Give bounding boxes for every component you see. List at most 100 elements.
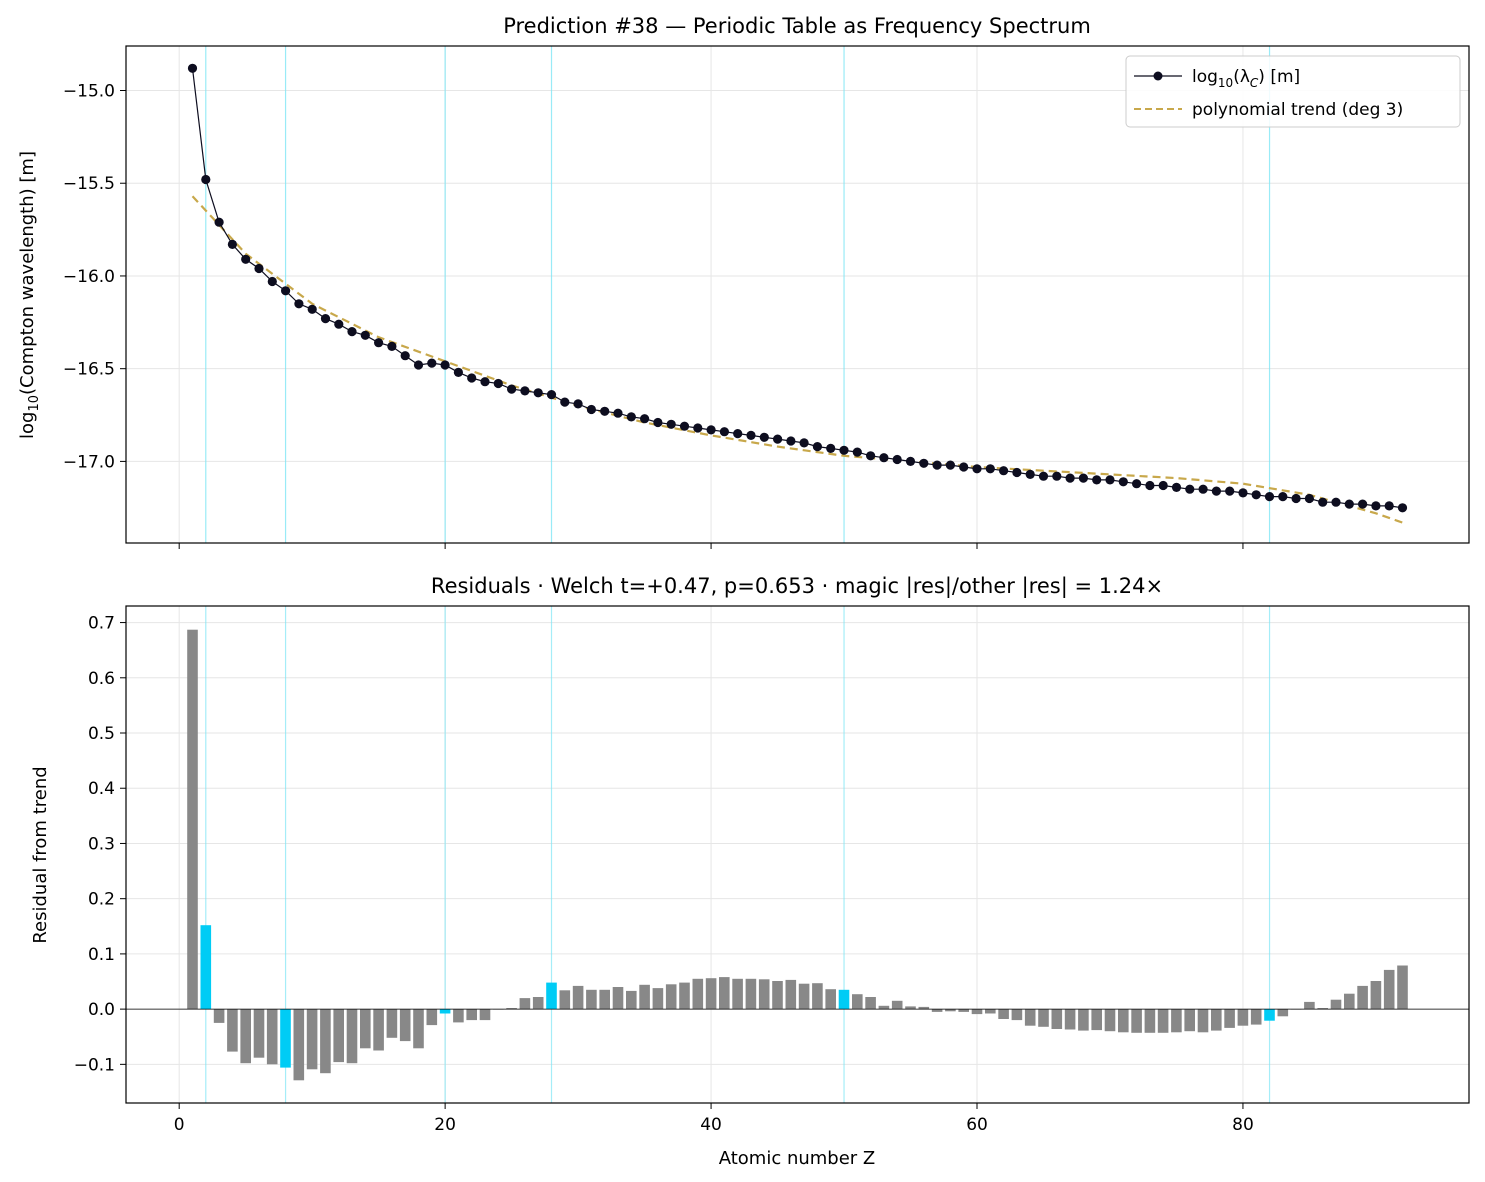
series-point (866, 451, 876, 461)
series-point (1078, 473, 1088, 483)
residual-bar (293, 1009, 305, 1081)
top-title: Prediction #38 — Periodic Table as Frequ… (503, 14, 1091, 38)
series-point (719, 427, 730, 437)
bottom-y-tick-label: 0.3 (88, 834, 115, 854)
residual-bar (386, 1009, 398, 1038)
residual-bar (1131, 1009, 1142, 1033)
series-point (453, 367, 463, 377)
bottom-y-axis-label: Residual from trend (30, 766, 51, 943)
series-point (360, 330, 370, 340)
series-point (1291, 493, 1301, 504)
residual-bar (1091, 1009, 1102, 1031)
series-point (546, 390, 557, 400)
series-point (706, 425, 716, 435)
residual-bar (639, 984, 650, 1010)
series-point (241, 254, 251, 264)
series-point (1185, 484, 1195, 494)
series-point (1384, 501, 1394, 511)
series-point (294, 299, 304, 309)
series-point (1012, 467, 1022, 478)
bottom-x-ticks: 0 20 40 60 80 (174, 1103, 1254, 1135)
series-point (307, 304, 317, 314)
bottom-y-tick-label: 0.7 (88, 614, 115, 634)
bottom-y-ticks: 0.7 0.6 0.5 0.4 0.3 0.2 0.1 0.0 −0.1 (74, 614, 126, 1075)
residual-bar (213, 1009, 225, 1023)
series-point (320, 314, 331, 324)
bottom-x-tick-label: 0 (174, 1115, 185, 1135)
residual-bar (758, 979, 770, 1010)
residual-bar (320, 1009, 331, 1074)
series-point (560, 397, 570, 407)
series-point (427, 358, 437, 368)
series-point (892, 454, 902, 465)
x-axis-label: Atomic number Z (719, 1148, 876, 1169)
series-point (1038, 471, 1049, 481)
residual-bar (998, 1009, 1009, 1019)
magic-residual-bar (1264, 1009, 1275, 1021)
series-point (214, 217, 224, 227)
series-point (799, 438, 809, 448)
top-y-tick-label: −16.5 (63, 360, 115, 380)
series-point (400, 351, 410, 361)
series-point (773, 434, 783, 444)
residual-bar (346, 1009, 358, 1064)
residual-bar (1051, 1009, 1063, 1029)
legend-box (1125, 55, 1461, 128)
residual-bar (692, 978, 704, 1010)
series-point (1304, 493, 1314, 504)
series-point (413, 360, 424, 370)
residual-bar (705, 978, 717, 1010)
residual-bar (240, 1009, 251, 1064)
bottom-title: Residuals · Welch t=+0.47, p=0.653 · mag… (431, 574, 1163, 599)
residual-bar (1118, 1009, 1129, 1033)
bottom-bars (187, 629, 1408, 1081)
series-point (1278, 492, 1288, 502)
residual-bar (798, 983, 810, 1010)
bottom-y-tick-label: 0.2 (88, 890, 115, 910)
series-point (467, 373, 477, 383)
residual-bar (945, 1009, 956, 1012)
series-point (879, 453, 889, 463)
series-point (653, 417, 663, 428)
top-y-tick-label: −17.0 (63, 452, 115, 472)
series-point (1211, 486, 1221, 496)
series-point (387, 341, 397, 351)
series-point (493, 378, 503, 389)
bottom-y-tick-label: 0.5 (88, 724, 115, 744)
series-point (267, 276, 277, 287)
residual-bar (266, 1009, 278, 1065)
residual-bar (1330, 999, 1342, 1010)
residual-bar (905, 1006, 916, 1010)
series-point (1052, 471, 1062, 481)
residual-bar (665, 984, 677, 1010)
series-point (1358, 499, 1368, 509)
residual-bar (519, 998, 531, 1010)
legend-series-label: log10(λC) [m] (1192, 67, 1300, 90)
magic-residual-bar (546, 982, 557, 1010)
bottom-y-tick-label: −0.1 (74, 1055, 115, 1075)
residual-bar (1317, 1008, 1328, 1010)
series-point (227, 239, 237, 249)
bottom-x-tick-label: 20 (434, 1115, 456, 1135)
residual-bar (572, 985, 584, 1010)
residual-bar (1370, 981, 1382, 1010)
series-point (839, 445, 849, 455)
residual-bar (612, 987, 624, 1010)
series-point (254, 263, 264, 274)
residual-bar (1104, 1009, 1116, 1032)
residual-bar (679, 982, 690, 1010)
series-point (733, 429, 743, 439)
residual-bar (1383, 969, 1395, 1010)
series-point (507, 384, 517, 394)
series-point (1025, 469, 1035, 479)
bottom-axes-frame (125, 605, 1470, 1104)
series-point (905, 456, 916, 466)
series-point (812, 442, 823, 452)
residual-bar (745, 978, 757, 1010)
top-y-tick-label: −15.5 (63, 174, 115, 194)
residual-bar (559, 990, 571, 1010)
residual-bar (1024, 1009, 1036, 1026)
bottom-x-tick-label: 40 (700, 1115, 722, 1135)
residual-bar (1038, 1009, 1049, 1027)
series-point (679, 421, 690, 431)
